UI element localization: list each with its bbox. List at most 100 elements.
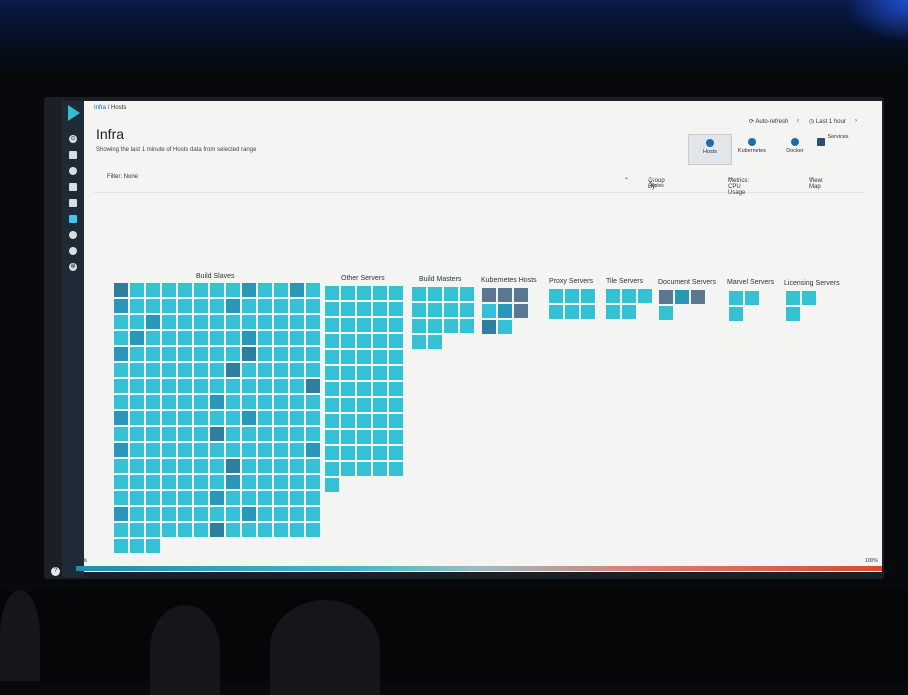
host-cell[interactable] [306,523,320,537]
host-cell[interactable] [146,379,160,393]
host-cell[interactable] [306,299,320,313]
host-cell[interactable] [729,307,743,321]
host-cell[interactable] [325,462,339,476]
host-cell[interactable] [306,283,320,297]
infra-icon[interactable] [69,215,77,223]
host-cell[interactable] [130,363,144,377]
host-cell[interactable] [114,427,128,441]
host-cell[interactable] [258,427,272,441]
host-cell[interactable] [226,331,240,345]
host-cell[interactable] [258,315,272,329]
group-by-chevron-down-icon[interactable]: ⌄ [648,179,654,185]
host-cell[interactable] [130,379,144,393]
host-cell[interactable] [146,427,160,441]
host-cell[interactable] [290,491,304,505]
host-cell[interactable] [242,379,256,393]
host-cell[interactable] [162,283,176,297]
host-cell[interactable] [226,283,240,297]
host-cell[interactable] [226,347,240,361]
host-cell[interactable] [114,363,128,377]
host-cell[interactable] [210,315,224,329]
host-cell[interactable] [114,475,128,489]
host-cell[interactable] [178,283,192,297]
host-cell[interactable] [428,335,442,349]
view-kubernetes-button[interactable]: Kubernetes [731,134,773,163]
host-cell[interactable] [242,475,256,489]
host-cell[interactable] [389,446,403,460]
host-cell[interactable] [325,382,339,396]
host-cell[interactable] [786,291,800,305]
host-cell[interactable] [242,363,256,377]
host-cell[interactable] [114,283,128,297]
host-cell[interactable] [341,366,355,380]
host-cell[interactable] [325,398,339,412]
host-cell[interactable] [786,307,800,321]
host-cell[interactable] [460,287,474,301]
host-cell[interactable] [194,491,208,505]
host-cell[interactable] [729,291,743,305]
host-cell[interactable] [146,443,160,457]
host-cell[interactable] [325,318,339,332]
host-cell[interactable] [114,315,128,329]
host-cell[interactable] [194,427,208,441]
host-cell[interactable] [194,475,208,489]
host-cell[interactable] [114,379,128,393]
host-cell[interactable] [162,443,176,457]
host-cell[interactable] [274,283,288,297]
host-cell[interactable] [325,430,339,444]
host-cell[interactable] [162,315,176,329]
host-cell[interactable] [114,411,128,425]
host-cell[interactable] [290,315,304,329]
dev-tools-wrench-icon[interactable] [69,231,77,239]
host-cell[interactable] [178,523,192,537]
host-cell[interactable] [114,507,128,521]
host-cell[interactable] [306,491,320,505]
host-cell[interactable] [130,459,144,473]
host-cell[interactable] [178,315,192,329]
host-cell[interactable] [389,366,403,380]
host-cell[interactable] [178,379,192,393]
host-cell[interactable] [341,446,355,460]
host-cell[interactable] [194,459,208,473]
host-cell[interactable] [162,363,176,377]
host-cell[interactable] [325,334,339,348]
host-cell[interactable] [226,443,240,457]
host-cell[interactable] [210,427,224,441]
host-cell[interactable] [258,475,272,489]
host-cell[interactable] [274,315,288,329]
host-cell[interactable] [745,291,759,305]
host-cell[interactable] [210,507,224,521]
group-by-chip[interactable]: Roles × [648,178,664,189]
host-cell[interactable] [389,350,403,364]
chip-remove-icon[interactable]: × [651,183,654,189]
host-cell[interactable] [162,475,176,489]
host-cell[interactable] [306,411,320,425]
host-cell[interactable] [242,283,256,297]
host-cell[interactable] [178,491,192,505]
host-cell[interactable] [146,315,160,329]
host-cell[interactable] [306,427,320,441]
host-cell[interactable] [581,305,595,319]
host-cell[interactable] [498,288,512,302]
host-cell[interactable] [357,462,371,476]
host-cell[interactable] [178,443,192,457]
host-cell[interactable] [242,347,256,361]
host-cell[interactable] [226,427,240,441]
discover-icon[interactable]: ⊙ [69,135,77,143]
host-cell[interactable] [146,299,160,313]
host-cell[interactable] [210,299,224,313]
host-cell[interactable] [357,366,371,380]
host-cell[interactable] [210,523,224,537]
host-cell[interactable] [146,491,160,505]
visualize-icon[interactable] [69,151,77,159]
host-cell[interactable] [194,315,208,329]
host-cell[interactable] [258,507,272,521]
monitoring-heart-icon[interactable] [69,247,77,255]
host-cell[interactable] [258,347,272,361]
host-cell[interactable] [373,350,387,364]
host-cell[interactable] [162,299,176,313]
host-cell[interactable] [306,475,320,489]
host-cell[interactable] [357,382,371,396]
host-cell[interactable] [242,395,256,409]
host-cell[interactable] [210,347,224,361]
